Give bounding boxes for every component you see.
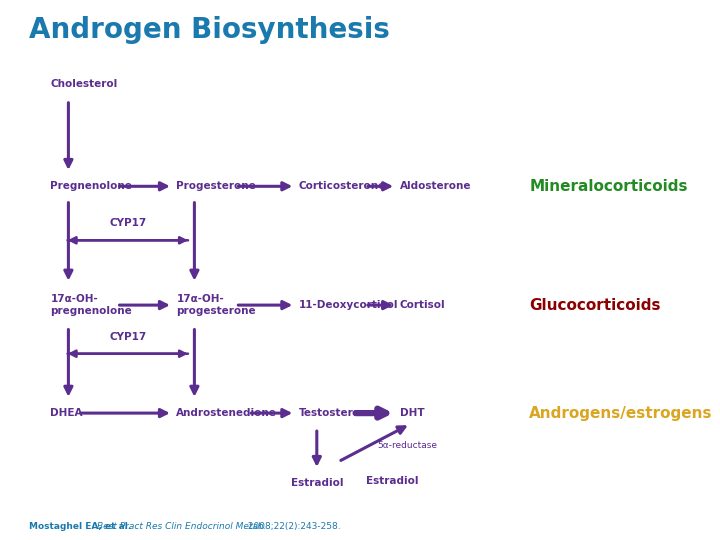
Text: Estradiol: Estradiol (366, 476, 418, 485)
Text: 17α-OH-
progesterone: 17α-OH- progesterone (176, 294, 256, 316)
Text: Aldosterone: Aldosterone (400, 181, 471, 191)
Text: Estradiol: Estradiol (291, 478, 343, 488)
Text: Progesterone: Progesterone (176, 181, 256, 191)
Text: 5α-reductase: 5α-reductase (377, 441, 437, 450)
Text: Cholesterol: Cholesterol (50, 79, 117, 89)
Text: CYP17: CYP17 (109, 218, 146, 228)
Text: Mostaghel EA, et al.: Mostaghel EA, et al. (29, 522, 134, 531)
Text: DHT: DHT (400, 408, 424, 418)
Text: Corticosterone: Corticosterone (299, 181, 386, 191)
Text: Mineralocorticoids: Mineralocorticoids (529, 179, 688, 194)
Text: Best Pract Res Clin Endocrinol Metab.: Best Pract Res Clin Endocrinol Metab. (97, 522, 266, 531)
Text: CYP17: CYP17 (109, 332, 146, 342)
Text: Testosterone: Testosterone (299, 408, 375, 418)
Text: Pregnenolone: Pregnenolone (50, 181, 132, 191)
Text: 11-Deoxycortisol: 11-Deoxycortisol (299, 300, 398, 310)
Text: Glucocorticoids: Glucocorticoids (529, 298, 661, 313)
Text: DHEA: DHEA (50, 408, 83, 418)
Text: Androgens/estrogens: Androgens/estrogens (529, 406, 713, 421)
Text: Androgen Biosynthesis: Androgen Biosynthesis (29, 16, 390, 44)
Text: 2008;22(2):243-258.: 2008;22(2):243-258. (245, 522, 341, 531)
Text: Cortisol: Cortisol (400, 300, 445, 310)
Text: Androstenedione: Androstenedione (176, 408, 277, 418)
Text: 17α-OH-
pregnenolone: 17α-OH- pregnenolone (50, 294, 132, 316)
